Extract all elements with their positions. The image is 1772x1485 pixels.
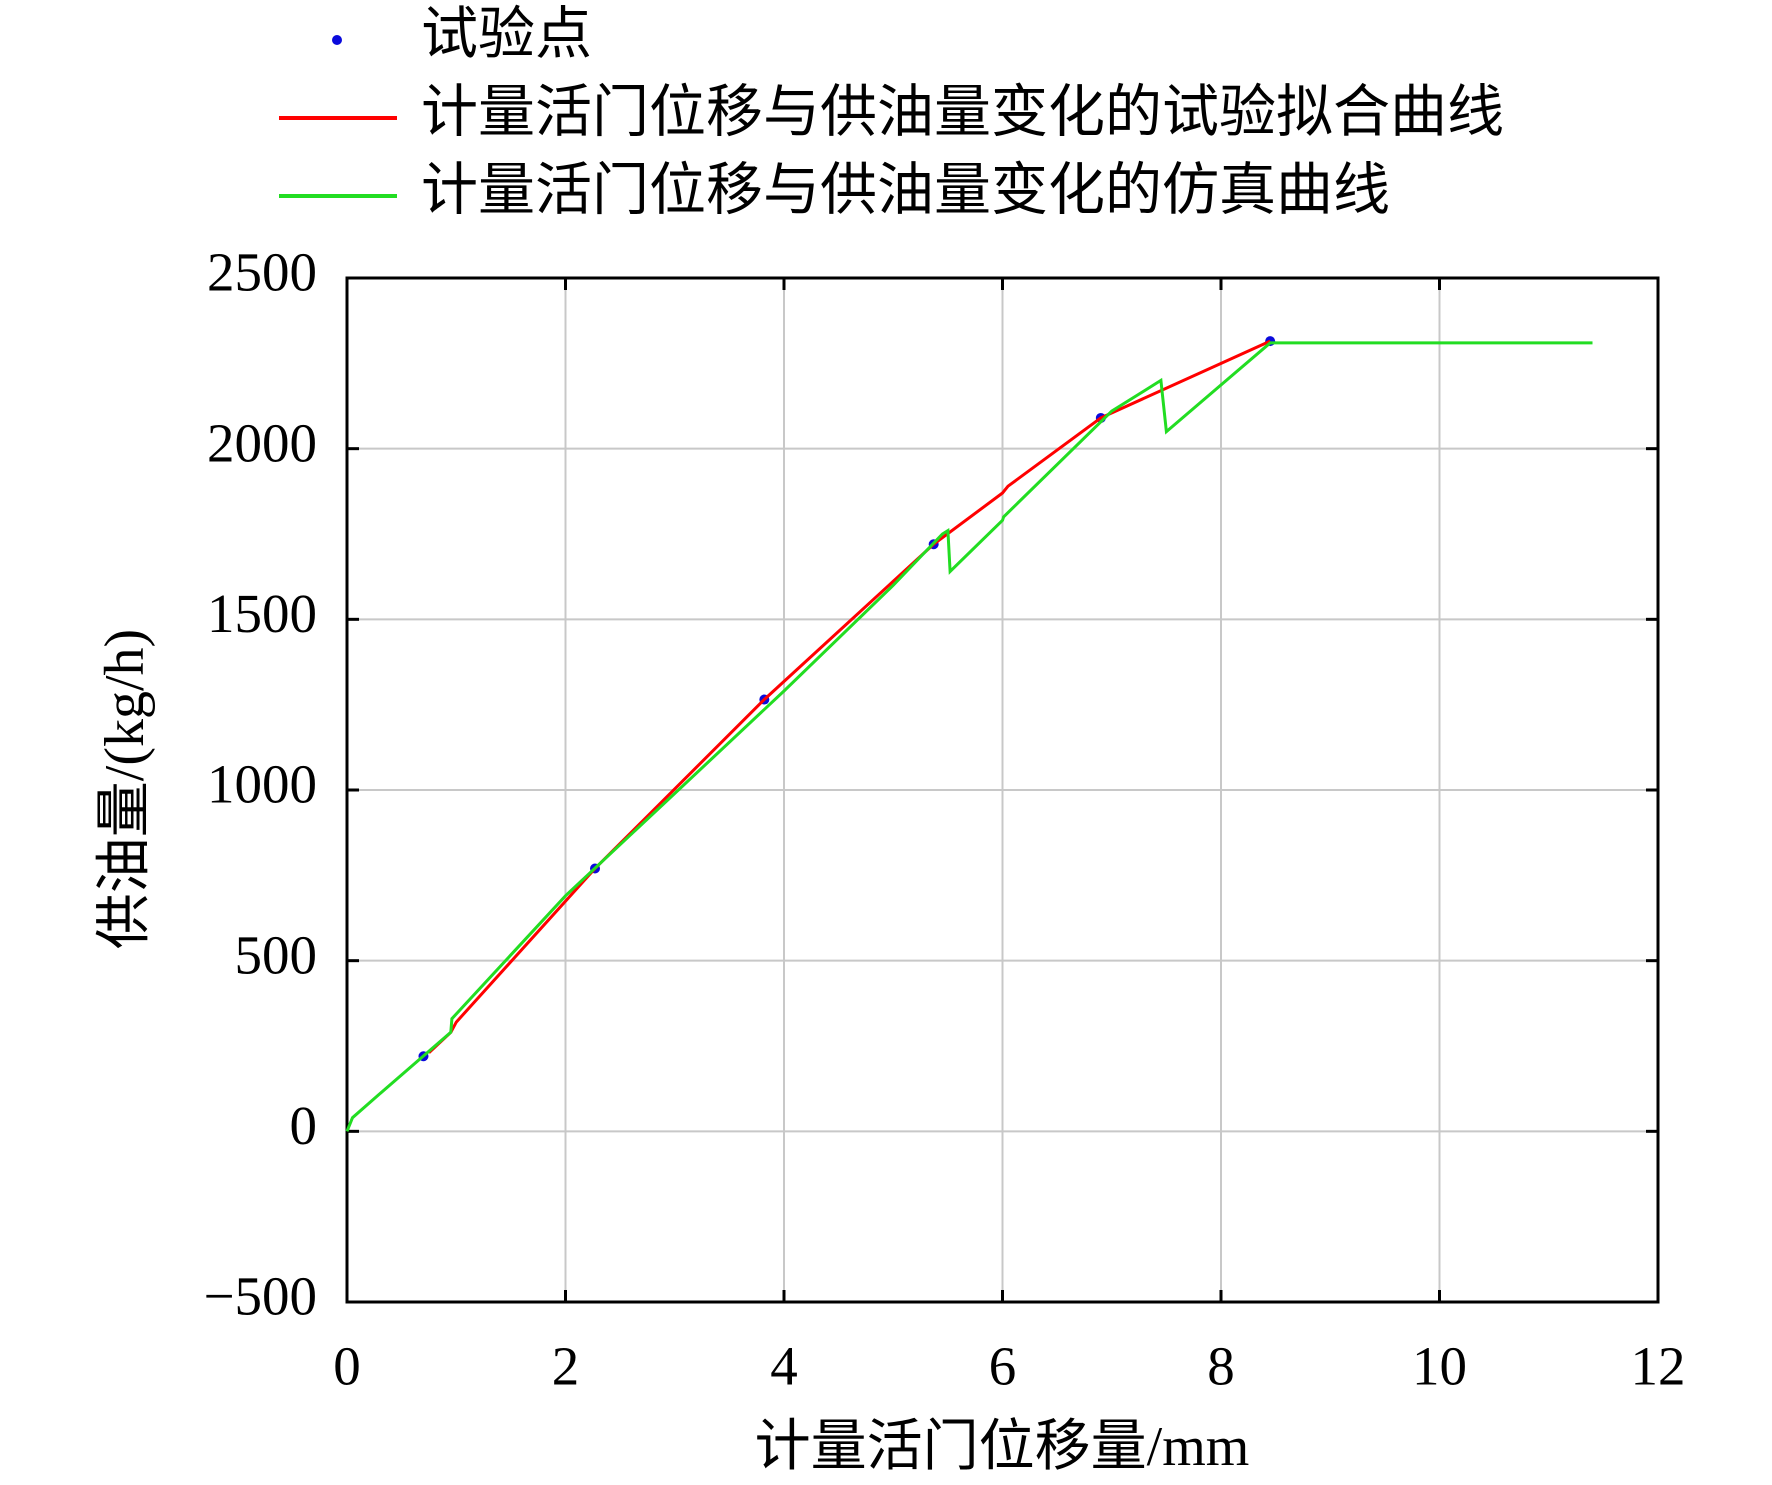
x-tick-label: 6 bbox=[989, 1336, 1017, 1397]
x-tick-label: 10 bbox=[1412, 1336, 1467, 1397]
y-tick-label: 1000 bbox=[207, 754, 317, 815]
x-tick-label: 4 bbox=[770, 1336, 798, 1397]
legend-label: 计量活门位移与供油量变化的仿真曲线 bbox=[421, 159, 1390, 222]
x-axis-title: 计量活门位移量/mm bbox=[755, 1416, 1250, 1478]
y-tick-label: 0 bbox=[290, 1095, 318, 1156]
legend-label: 计量活门位移与供油量变化的试验拟合曲线 bbox=[421, 81, 1504, 144]
legend-label: 试验点 bbox=[421, 3, 592, 66]
plot-frame bbox=[345, 276, 1660, 1304]
y-tick-label: 2500 bbox=[207, 242, 317, 303]
legend-marker bbox=[332, 35, 342, 45]
y-tick-label: 2000 bbox=[207, 412, 317, 473]
y-tick-label: −500 bbox=[203, 1266, 317, 1327]
x-tick-label: 2 bbox=[552, 1336, 580, 1397]
x-tick-label: 12 bbox=[1631, 1336, 1686, 1397]
y-tick-label: 500 bbox=[235, 924, 318, 985]
data-line bbox=[345, 341, 1593, 1132]
x-tick-label: 0 bbox=[333, 1336, 361, 1397]
data-line bbox=[427, 339, 1271, 1054]
x-tick-label: 8 bbox=[1207, 1336, 1235, 1397]
y-tick-label: 1500 bbox=[207, 583, 317, 644]
y-axis-title: 供油量/(kg/h) bbox=[94, 629, 156, 949]
